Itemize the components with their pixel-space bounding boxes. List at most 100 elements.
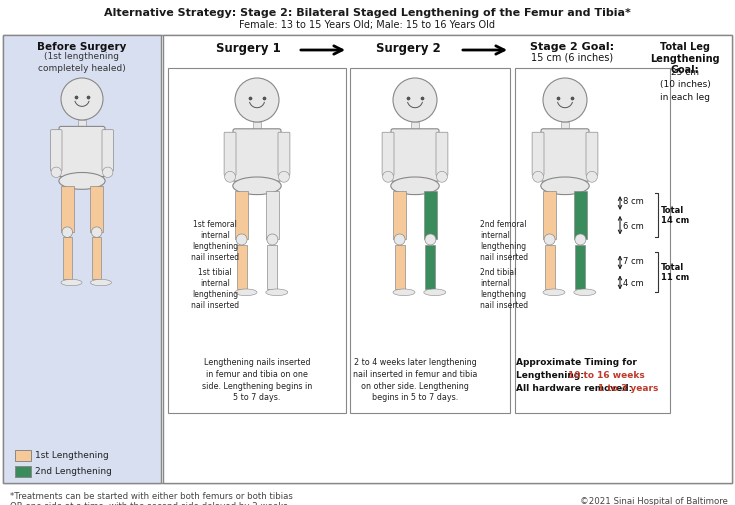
Text: Sinai Hospital of Baltimore: Sinai Hospital of Baltimore [207,198,306,242]
Bar [411,122,420,131]
Text: ©2021 Sinai Hospital of Baltimore: ©2021 Sinai Hospital of Baltimore [580,497,728,505]
Circle shape [279,171,290,182]
Ellipse shape [391,177,440,194]
Text: Surgery 1: Surgery 1 [215,42,280,55]
Text: Lengthening:: Lengthening: [516,371,587,380]
Circle shape [393,78,437,122]
Text: 4 cm: 4 cm [623,279,644,288]
Bar [237,245,246,289]
Text: Surgery 2: Surgery 2 [376,42,440,55]
Text: 8 cm: 8 cm [623,197,644,207]
Bar [395,245,404,289]
Text: 2nd Lengthening: 2nd Lengthening [35,467,112,476]
Bar [543,191,556,239]
Text: 1st tibial
internal
lengthening
nail inserted: 1st tibial internal lengthening nail ins… [191,268,239,310]
FancyBboxPatch shape [278,132,290,175]
Ellipse shape [543,289,565,295]
Ellipse shape [59,173,105,189]
Bar [266,191,279,239]
FancyBboxPatch shape [224,132,236,175]
Text: Total Leg
Lengthening
Goal:: Total Leg Lengthening Goal: [650,42,720,75]
Bar [393,191,406,239]
Bar [15,450,31,461]
Circle shape [383,171,393,182]
Text: 7 cm: 7 cm [623,257,644,266]
Text: Sinai Hospital of Baltimore: Sinai Hospital of Baltimore [32,178,132,222]
Bar [424,191,437,239]
Bar [426,245,435,289]
Bar [574,191,587,239]
Text: Total
11 cm: Total 11 cm [661,263,689,282]
FancyBboxPatch shape [382,132,394,175]
Circle shape [544,234,555,245]
Text: 1st femoral
internal
lengthening
nail inserted: 1st femoral internal lengthening nail in… [191,220,239,262]
Ellipse shape [424,289,446,295]
Bar [515,68,670,413]
Bar [90,186,103,232]
Circle shape [102,167,113,177]
Bar [61,186,74,232]
Text: Before Surgery: Before Surgery [37,42,126,52]
Bar [78,120,86,128]
Circle shape [225,171,235,182]
Ellipse shape [266,289,288,295]
Circle shape [51,167,62,177]
Bar [3,35,161,483]
Bar [545,245,554,289]
Bar [62,237,72,279]
Circle shape [587,171,598,182]
Text: 1st Lengthening: 1st Lengthening [35,451,109,460]
Circle shape [543,78,587,122]
Text: Total
14 cm: Total 14 cm [661,206,689,225]
Circle shape [437,171,448,182]
Bar [350,68,510,413]
FancyBboxPatch shape [102,130,113,171]
Circle shape [62,227,73,237]
Ellipse shape [90,279,112,286]
Circle shape [91,227,102,237]
Text: (1st lengthening
completely healed): (1st lengthening completely healed) [38,52,126,73]
FancyBboxPatch shape [532,132,544,175]
Ellipse shape [541,177,589,194]
Ellipse shape [574,289,596,295]
Text: 2nd femoral
internal
lengthening
nail inserted: 2nd femoral internal lengthening nail in… [480,220,528,262]
Text: All hardware removed:: All hardware removed: [516,384,635,393]
Text: 2 to 4 weeks later lengthening
nail inserted in femur and tibia
on other side. L: 2 to 4 weeks later lengthening nail inse… [353,358,477,402]
Circle shape [61,78,103,120]
Text: Alternative Strategy: Stage 2: Bilateral Staged Lengthening of the Femur and Tib: Alternative Strategy: Stage 2: Bilateral… [104,8,631,18]
FancyBboxPatch shape [51,130,62,171]
Text: 1 to 3 years: 1 to 3 years [598,384,659,393]
Text: Approximate Timing for: Approximate Timing for [516,358,637,367]
Bar [168,68,346,413]
FancyBboxPatch shape [391,129,439,181]
Bar [253,122,262,131]
Text: Sinai Hospital of Baltimore: Sinai Hospital of Baltimore [515,178,614,222]
Bar [3,35,732,483]
Text: 2nd tibial
internal
lengthening
nail inserted: 2nd tibial internal lengthening nail ins… [480,268,528,310]
Ellipse shape [235,289,257,295]
Text: 15 cm (6 inches): 15 cm (6 inches) [531,53,613,63]
FancyBboxPatch shape [541,129,589,181]
FancyBboxPatch shape [586,132,598,175]
FancyBboxPatch shape [233,129,281,181]
Text: 25 cm
(10 inches)
in each leg: 25 cm (10 inches) in each leg [659,68,710,102]
Ellipse shape [61,279,82,286]
Circle shape [425,234,436,245]
Ellipse shape [393,289,415,295]
Circle shape [235,78,279,122]
Bar [92,237,101,279]
Circle shape [236,234,247,245]
Circle shape [575,234,586,245]
Text: 6 cm: 6 cm [623,222,644,231]
Text: Sinai Hospital of Baltimore: Sinai Hospital of Baltimore [365,198,465,242]
Text: Lengthening nails inserted
in femur and tibia on one
side. Lengthening begins in: Lengthening nails inserted in femur and … [202,358,312,402]
Text: Female: 13 to 15 Years Old; Male: 15 to 16 Years Old: Female: 13 to 15 Years Old; Male: 15 to … [239,20,495,30]
Bar [561,122,570,131]
Text: Stage 2 Goal:: Stage 2 Goal: [530,42,614,52]
Text: *Treatments can be started with either both femurs or both tibias: *Treatments can be started with either b… [10,492,293,501]
Text: 10 to 16 weeks: 10 to 16 weeks [568,371,645,380]
Text: OR one side at a time, with the second-side delayed by 2 weeks.: OR one side at a time, with the second-s… [10,502,290,505]
Ellipse shape [233,177,282,194]
Bar [15,466,31,477]
Bar [163,35,732,483]
